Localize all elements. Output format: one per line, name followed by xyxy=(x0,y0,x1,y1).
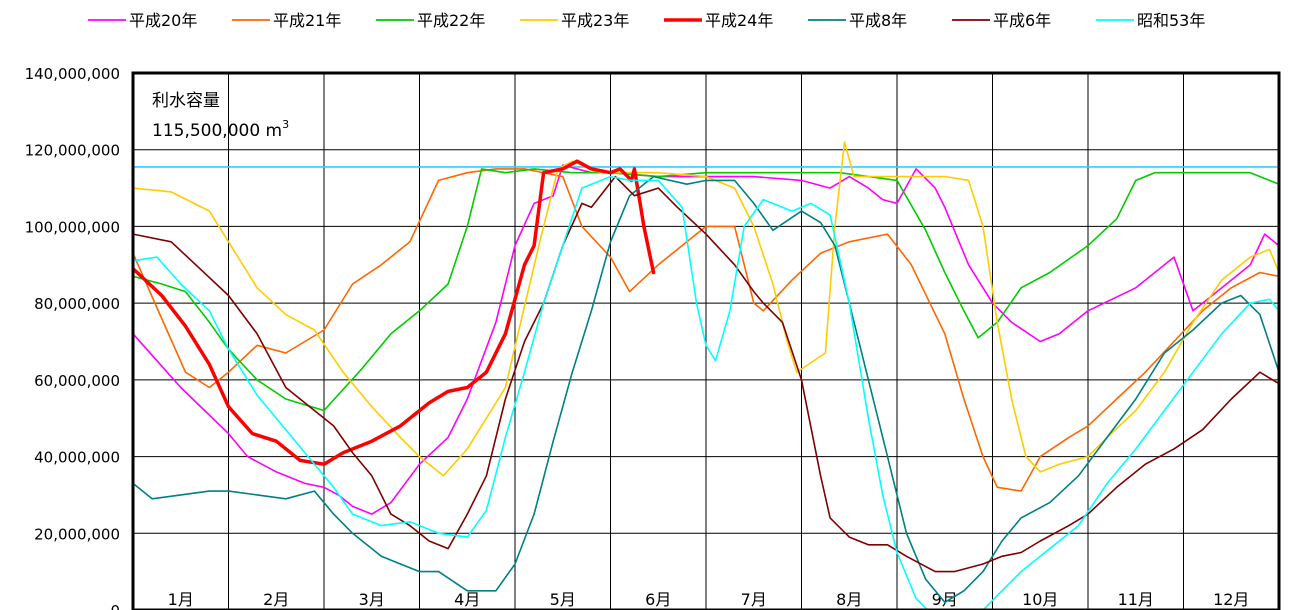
plot-frame xyxy=(131,71,1281,610)
legend-label: 平成24年 xyxy=(705,11,773,30)
y-tick-label: 0 xyxy=(110,602,120,610)
legend-item: 平成8年 xyxy=(808,11,907,30)
legend-item: 昭和53年 xyxy=(1096,11,1205,30)
legend-label: 平成22年 xyxy=(417,11,485,30)
legend-label: 平成21年 xyxy=(273,11,341,30)
series-line xyxy=(133,175,1279,604)
y-tick-label: 20,000,000 xyxy=(34,525,120,543)
legend-label: 昭和53年 xyxy=(1137,11,1205,30)
legend-item: 平成23年 xyxy=(520,11,629,30)
series-line xyxy=(133,168,1279,412)
legend-item: 平成20年 xyxy=(88,11,197,30)
legend-item: 平成21年 xyxy=(232,11,341,30)
x-tick-label: 7月 xyxy=(741,590,767,609)
x-tick-label: 12月 xyxy=(1213,590,1249,609)
series-line xyxy=(133,159,656,466)
annotation-value: 115,500,000 m3 xyxy=(152,118,289,141)
annotation-value-text: 115,500,000 m xyxy=(152,121,282,141)
series-lines xyxy=(133,141,1279,610)
y-tick-label: 120,000,000 xyxy=(25,142,120,160)
y-tick-label: 40,000,000 xyxy=(34,449,120,467)
y-tick-label: 60,000,000 xyxy=(34,372,120,390)
x-tick-label: 9月 xyxy=(932,590,958,609)
x-axis-month-labels: 1月 2月 3月 4月 5月 6月 7月 8月 9月 10月 11月 12月 xyxy=(168,590,1250,609)
x-tick-label: 6月 xyxy=(645,590,671,609)
x-tick-label: 11月 xyxy=(1118,590,1154,609)
series-line xyxy=(133,175,1279,610)
annotation-superscript: 3 xyxy=(282,118,289,131)
legend-label: 平成20年 xyxy=(129,11,197,30)
x-tick-label: 4月 xyxy=(454,590,480,609)
x-tick-label: 3月 xyxy=(359,590,385,609)
x-tick-label: 2月 xyxy=(263,590,289,609)
legend-label: 平成8年 xyxy=(849,11,907,30)
x-tick-label: 10月 xyxy=(1022,590,1058,609)
legend: 平成20年 平成21年 平成22年 平成23年 平成24年 平成8年 平成6年 昭和53年 xyxy=(88,11,1205,30)
y-tick-label: 80,000,000 xyxy=(34,295,120,313)
legend-item: 平成6年 xyxy=(952,11,1051,30)
y-tick-label: 100,000,000 xyxy=(25,218,120,236)
x-tick-label: 1月 xyxy=(168,590,194,609)
y-tick-label: 140,000,000 xyxy=(25,65,120,83)
legend-label: 平成6年 xyxy=(993,11,1051,30)
legend-item: 平成24年 xyxy=(664,11,773,30)
series-line xyxy=(133,168,1279,492)
annotation-title: 利水容量 xyxy=(152,91,220,111)
x-tick-label: 5月 xyxy=(550,590,576,609)
y-axis-ticks: 0 20,000,000 40,000,000 60,000,000 80,000,00… xyxy=(25,65,120,610)
series-line xyxy=(133,141,1279,477)
x-tick-label: 8月 xyxy=(836,590,862,609)
legend-item: 平成22年 xyxy=(376,11,485,30)
series-line xyxy=(133,175,1279,573)
legend-label: 平成23年 xyxy=(561,11,629,30)
